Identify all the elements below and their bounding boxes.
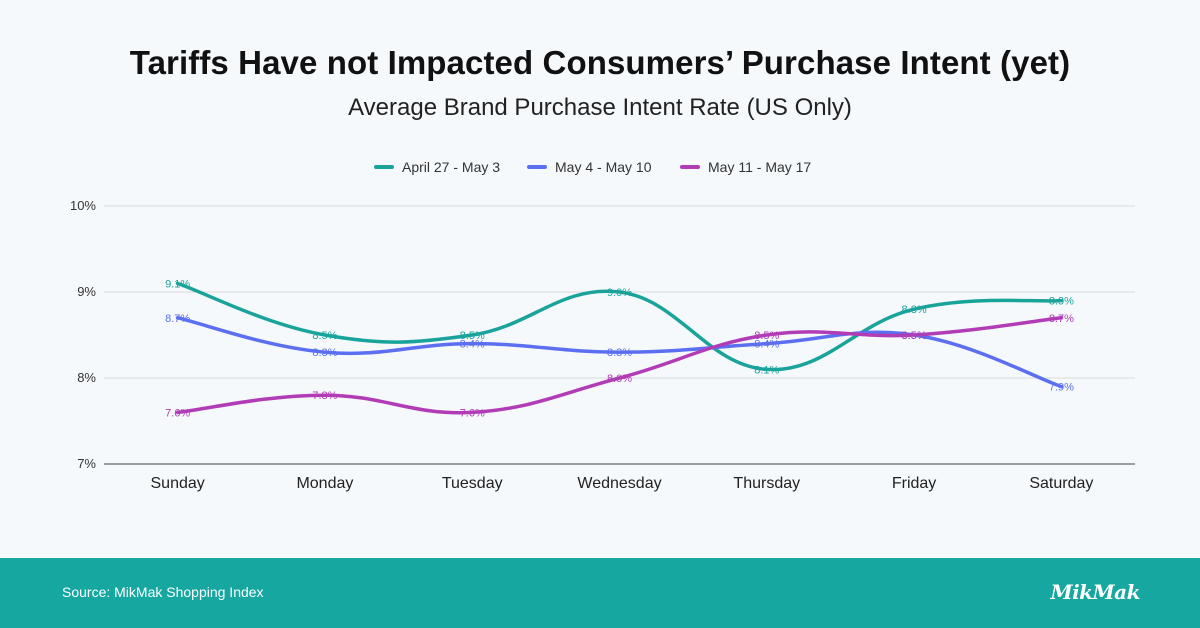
data-label: 9.1% — [165, 278, 190, 290]
data-label: 8.8% — [902, 304, 927, 316]
data-point — [470, 410, 474, 414]
data-point — [470, 333, 474, 337]
data-point — [323, 393, 327, 397]
data-label: 7.6% — [460, 407, 485, 419]
brand-logo: MikMak — [1050, 580, 1140, 604]
data-label: 8.4% — [460, 339, 485, 351]
data-label: 9.0% — [607, 287, 632, 299]
chart-grid — [104, 205, 1135, 465]
line-chart: April 27 - May 3 May 4 - May 10 May 11 - M… — [70, 159, 1135, 492]
data-point — [765, 367, 769, 371]
y-tick-label: 9% — [77, 284, 96, 299]
data-label: 7.6% — [165, 407, 190, 419]
data-point — [1059, 316, 1063, 320]
y-tick-label: 8% — [77, 370, 96, 385]
y-axis: 7% 8% 9% 10% — [70, 198, 96, 471]
data-point — [1059, 299, 1063, 303]
data-labels: 9.1% 8.5% 8.5% 9.0% 8.1% 8.8% 8.9% 8.7% 8.3% 8.4%… — [165, 278, 1074, 419]
source-note: Source: MikMak Shopping Index — [62, 584, 264, 600]
data-label: 8.4% — [754, 339, 779, 351]
data-point — [765, 333, 769, 337]
x-tick-label: Tuesday — [442, 475, 503, 492]
x-axis: Sunday Monday Tuesday Wednesday Thursday Frid… — [151, 475, 1094, 492]
data-label: 7.9% — [1049, 382, 1074, 394]
data-label: 8.5% — [460, 330, 485, 342]
data-point — [176, 410, 180, 414]
data-label: 8.1% — [754, 364, 779, 376]
chart-subtitle: Average Brand Purchase Intent Rate (US O… — [348, 94, 852, 121]
data-label: 8.3% — [607, 347, 632, 359]
data-point — [470, 342, 474, 346]
chart-title: Tariffs Have not Impacted Consumers’ Pur… — [129, 44, 1071, 81]
data-label: 8.5% — [902, 330, 927, 342]
data-label: 8.7% — [1049, 313, 1074, 325]
footer-bar: Source: MikMak Shopping Index MikMak — [0, 558, 1200, 628]
x-tick-label: Monday — [296, 475, 353, 492]
legend-label: May 4 - May 10 — [555, 159, 652, 175]
data-point — [176, 316, 180, 320]
y-tick-label: 10% — [70, 198, 96, 213]
data-label: 8.5% — [312, 330, 337, 342]
x-tick-label: Sunday — [151, 475, 205, 492]
y-tick-label: 7% — [77, 456, 96, 471]
data-point — [617, 350, 622, 354]
data-label: 8.9% — [1049, 296, 1074, 308]
legend-label: May 11 - May 17 — [708, 159, 811, 175]
legend-label: April 27 - May 3 — [402, 159, 500, 175]
data-point — [323, 333, 327, 337]
x-tick-label: Thursday — [733, 475, 800, 492]
data-point — [617, 376, 622, 380]
data-point — [176, 281, 180, 285]
data-point — [617, 290, 622, 294]
data-label: 8.0% — [607, 373, 632, 385]
data-point — [912, 333, 916, 337]
data-point — [323, 350, 327, 354]
data-label: 8.5% — [754, 330, 779, 342]
data-label: 8.3% — [312, 347, 337, 359]
x-tick-label: Saturday — [1029, 475, 1093, 492]
data-point — [765, 342, 769, 346]
x-tick-label: Friday — [892, 475, 936, 492]
data-label: 7.8% — [312, 390, 337, 402]
data-label: 8.5% — [902, 330, 927, 342]
data-point — [1059, 385, 1063, 389]
series-lines — [175, 281, 1064, 415]
chart-legend: April 27 - May 3 May 4 - May 10 May 11 - M… — [374, 159, 811, 175]
data-point — [912, 307, 916, 311]
x-tick-label: Wednesday — [577, 475, 661, 492]
data-label: 8.7% — [165, 313, 190, 325]
